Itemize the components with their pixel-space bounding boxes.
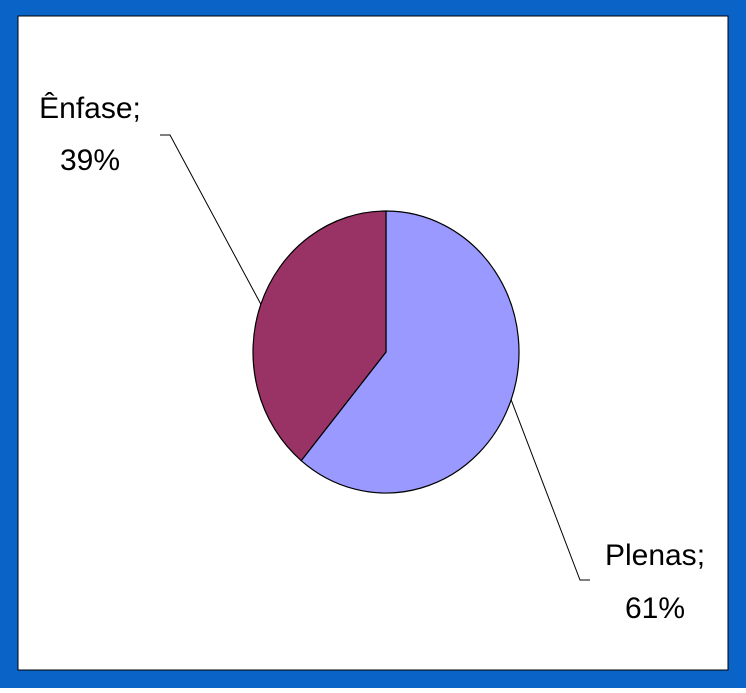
data-label: Plenas; bbox=[605, 539, 705, 572]
label-separator: ; bbox=[697, 539, 705, 572]
value-label: 39% bbox=[60, 144, 120, 177]
value-label: 61% bbox=[625, 592, 685, 625]
leader-line bbox=[160, 134, 262, 305]
data-label: Ênfase; bbox=[39, 92, 141, 125]
pie-slice bbox=[252, 210, 387, 462]
label-separator: ; bbox=[133, 92, 141, 125]
pie-slice bbox=[300, 210, 520, 494]
category-name: Plenas bbox=[605, 539, 697, 572]
category-name: Ênfase bbox=[39, 92, 132, 125]
leader-line bbox=[510, 399, 590, 581]
